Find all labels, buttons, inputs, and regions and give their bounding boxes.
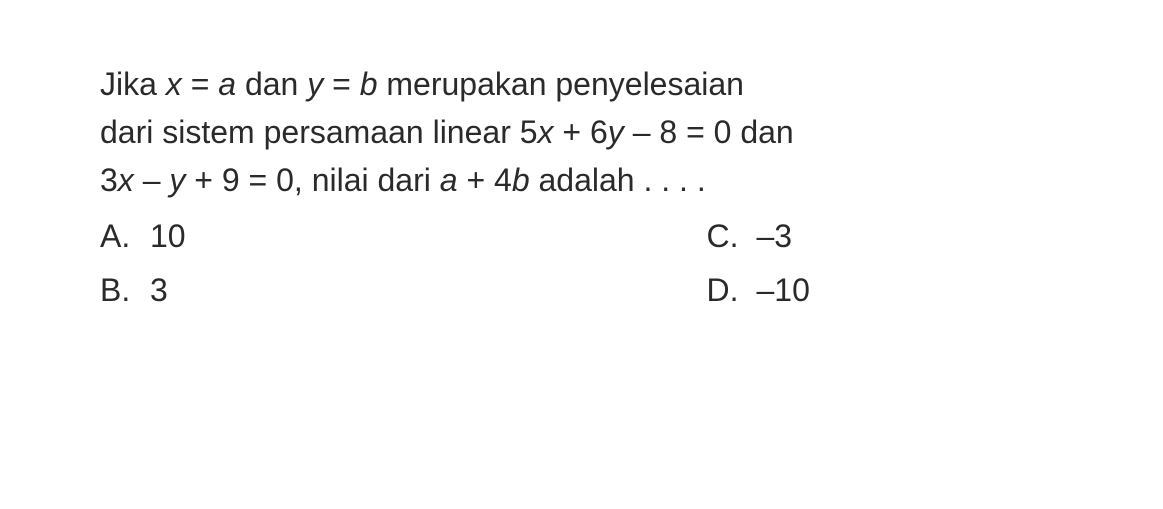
option-a-value: 10 — [150, 212, 457, 260]
question-text: Jika x = a dan y = b merupakan penyelesa… — [100, 60, 1063, 204]
text-segment: – — [134, 162, 170, 198]
text-segment: = — [182, 66, 218, 102]
option-a: A. 10 — [100, 212, 457, 260]
text-segment: + 9 = 0, nilai dari — [185, 162, 439, 198]
option-c: C. –3 — [707, 212, 1064, 260]
question-line-1: Jika x = a dan y = b merupakan penyelesa… — [100, 60, 1063, 108]
text-segment: merupakan penyelesaian — [378, 66, 744, 102]
variable-x: x — [118, 162, 134, 198]
variable-a: a — [218, 66, 236, 102]
text-segment: Jika — [100, 66, 166, 102]
text-segment: dari sistem persamaan linear 5 — [100, 114, 538, 150]
text-segment: + 6 — [554, 114, 608, 150]
variable-y: y — [307, 66, 323, 102]
question-line-2: dari sistem persamaan linear 5x + 6y – 8… — [100, 108, 1063, 156]
text-segment: = — [323, 66, 359, 102]
option-a-label: A. — [100, 212, 150, 260]
variable-x: x — [166, 66, 182, 102]
option-d-label: D. — [707, 266, 757, 314]
text-segment: 3 — [100, 162, 118, 198]
option-d-value: –10 — [757, 266, 1064, 314]
option-b: B. 3 — [100, 266, 457, 314]
question-container: Jika x = a dan y = b merupakan penyelesa… — [100, 60, 1063, 314]
text-segment: + 4 — [458, 162, 512, 198]
option-d: D. –10 — [707, 266, 1064, 314]
variable-a: a — [440, 162, 458, 198]
variable-y: y — [608, 114, 624, 150]
option-c-label: C. — [707, 212, 757, 260]
question-line-3: 3x – y + 9 = 0, nilai dari a + 4b adalah… — [100, 156, 1063, 204]
options-grid: A. 10 C. –3 B. 3 D. –10 — [100, 212, 1063, 314]
variable-b: b — [360, 66, 378, 102]
text-segment: adalah . . . . — [530, 162, 706, 198]
text-segment: dan — [236, 66, 307, 102]
text-segment: – 8 = 0 dan — [624, 114, 794, 150]
option-b-label: B. — [100, 266, 150, 314]
option-c-value: –3 — [757, 212, 1064, 260]
variable-x: x — [538, 114, 554, 150]
variable-y: y — [169, 162, 185, 198]
option-b-value: 3 — [150, 266, 457, 314]
variable-b: b — [512, 162, 530, 198]
